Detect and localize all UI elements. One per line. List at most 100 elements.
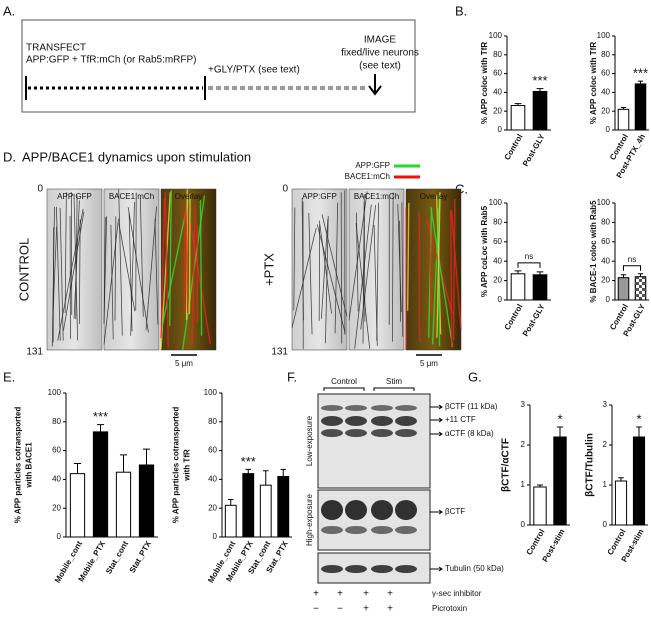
band: [395, 429, 417, 437]
kymo-track: [334, 202, 339, 334]
kymo-track: [103, 217, 106, 323]
channel-label: BACE1:mCh: [354, 192, 399, 201]
kymo-track: [450, 210, 462, 329]
kymo-track: [376, 202, 379, 341]
panel-title: APP/BACE1 dynamics upon stimulation: [22, 149, 251, 164]
y-tick-label: 2: [603, 440, 608, 449]
kymograph: [103, 188, 160, 351]
error-bar: [536, 271, 544, 275]
band-label: βCTF (11 kDa): [445, 402, 498, 411]
y-tick-label: 0: [57, 532, 62, 541]
y-tick-label: 20: [601, 106, 610, 115]
y-tick-label: 40: [493, 88, 502, 97]
kymo-track: [114, 216, 117, 321]
band: [345, 429, 367, 437]
bar: [259, 484, 272, 538]
scheme-text: +GLY/PTX (see text): [208, 65, 300, 76]
time-label: 131: [271, 347, 288, 358]
error-bar: [96, 424, 105, 432]
band-arrow: [430, 417, 443, 423]
scheme-text: TRANSFECT: [26, 43, 86, 54]
scheme-box: [21, 19, 416, 113]
scale-label: 5 μm: [175, 359, 193, 368]
x-tick-label: Control: [525, 528, 547, 557]
band: [345, 526, 367, 534]
y-tick-label: 100: [48, 388, 62, 397]
band: [395, 416, 417, 426]
treatment-sign: +: [363, 589, 369, 600]
error-bar: [119, 454, 128, 473]
kymo-track: [318, 220, 332, 314]
scheme-text: APP:GFP + TfR:mCh (or Rab5:mRFP): [26, 55, 197, 66]
band: [321, 405, 343, 411]
y-axis-label: % APP particles cotransported: [14, 407, 23, 524]
kymo-track: [64, 192, 67, 313]
y-tick-label: 0: [498, 125, 503, 134]
y-tick-label: 1: [603, 480, 608, 489]
error-bar: [228, 499, 234, 506]
kymo-track: [75, 195, 78, 320]
error-bar: [280, 468, 286, 477]
x-tick-label: Stat_cont: [104, 539, 130, 575]
condition-label: CONTROL: [16, 238, 31, 302]
bar: [242, 473, 255, 538]
y-tick-label: 40: [601, 256, 610, 265]
bar: [634, 276, 647, 301]
kymo-track: [392, 192, 394, 342]
scheme-text: (see text): [359, 61, 401, 72]
scheme-text: IMAGE: [364, 35, 397, 46]
kymo-track: [355, 212, 359, 312]
y-tick-label: 60: [601, 237, 610, 246]
significance: ns: [525, 252, 533, 261]
error-bar: [620, 274, 627, 278]
error-bar: [637, 80, 644, 84]
y-tick-label: 0: [498, 295, 503, 304]
panel-label: B.: [455, 3, 467, 18]
y-tick-label: 60: [52, 446, 61, 455]
kymo-track: [401, 202, 404, 337]
kymo-track: [185, 202, 189, 313]
kymo-track: [73, 193, 79, 341]
kymo-track: [450, 210, 453, 348]
band-label: +11 CTF: [445, 415, 476, 424]
band: [395, 405, 417, 411]
y-tick-label: 80: [601, 218, 610, 227]
error-bar: [536, 484, 544, 487]
kymo-track: [164, 192, 169, 348]
y-tick-label: 80: [493, 218, 502, 227]
treatment-sign: +: [387, 589, 393, 600]
y-tick-label: 0: [603, 520, 608, 529]
kymo-track: [436, 192, 441, 338]
y-tick-label: 0: [606, 295, 611, 304]
channel-label: APP:GFP: [302, 192, 337, 201]
error-bar: [245, 468, 251, 474]
y-axis-label: % APP coloc with TfR: [589, 42, 598, 124]
kymo-track: [160, 200, 189, 331]
y-tick-label: 100: [597, 31, 611, 40]
kymo-track: [320, 218, 329, 319]
significance: *: [636, 411, 641, 426]
condition-label: +PTX: [261, 253, 276, 286]
panel-label: A.: [3, 3, 15, 18]
band: [345, 416, 367, 426]
x-tick-label: Post-GLY: [521, 302, 547, 338]
y-tick-label: 3: [603, 400, 608, 409]
kymo-track: [452, 198, 456, 341]
kymo-track: [291, 227, 317, 328]
treatment-sign: +: [337, 589, 343, 600]
band: [371, 416, 393, 426]
y-tick-label: 20: [493, 276, 502, 285]
time-label: 131: [26, 347, 43, 358]
y-tick-label: 0: [521, 520, 526, 529]
y-axis-label: βCTF/αCTF: [501, 438, 512, 492]
y-tick-label: 1: [521, 480, 526, 489]
y-axis-label: βCTF/Tubulin: [585, 433, 596, 497]
kymo-track: [199, 199, 203, 336]
significance: ns: [628, 255, 636, 264]
x-tick-label: Control: [503, 133, 525, 162]
band: [371, 565, 393, 573]
band: [321, 526, 343, 534]
kymo-track: [110, 224, 114, 340]
group-label: Stim: [386, 377, 402, 386]
band-label: Tubulin (50 kDa): [445, 564, 504, 573]
